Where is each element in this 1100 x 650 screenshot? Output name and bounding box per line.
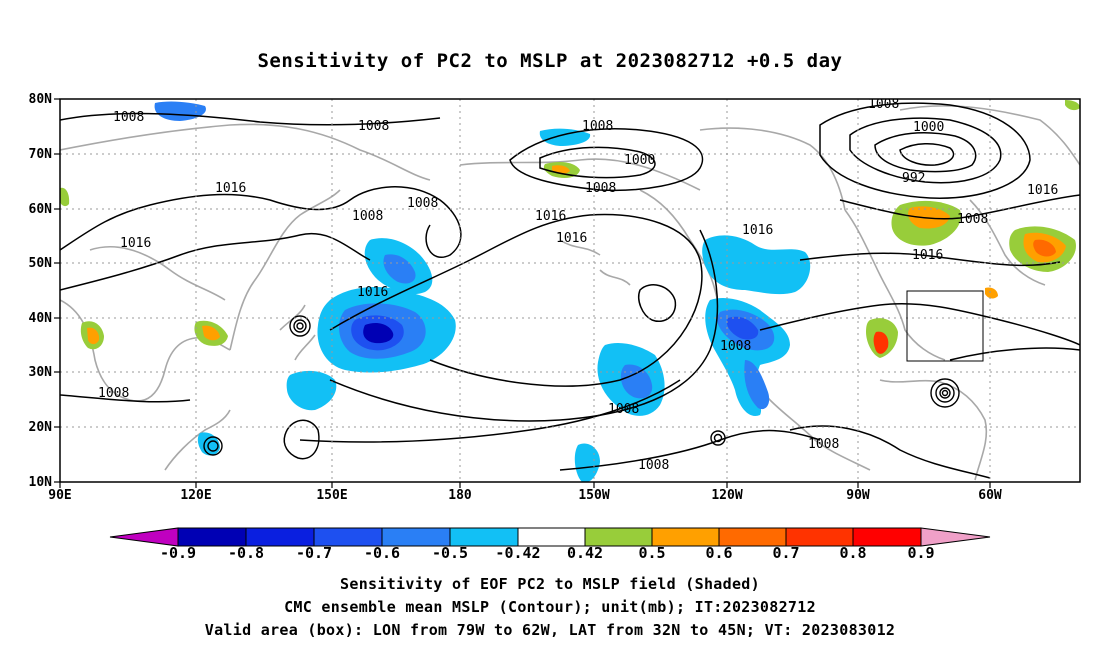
lat-label: 60N <box>28 202 52 217</box>
caption-line-2: CMC ensemble mean MSLP (Contour); unit(m… <box>284 598 816 616</box>
colorbar-label: 0.9 <box>907 544 935 562</box>
lat-label: 10N <box>28 475 52 490</box>
colorbar-label: 0.8 <box>839 544 867 562</box>
contour-label: 1016 <box>120 236 151 251</box>
colorbar-label: -0.6 <box>363 544 401 562</box>
contour-label: 1008 <box>585 181 616 196</box>
colorbar-label: -0.42 <box>495 544 541 562</box>
contour-label: 1008 <box>358 119 389 134</box>
contour-label: 1008 <box>957 212 988 227</box>
colorbar-label: 0.5 <box>638 544 666 562</box>
contour-label: 1016 <box>357 285 388 300</box>
contour-label: 1016 <box>535 209 566 224</box>
colorbar-label: -0.7 <box>295 544 333 562</box>
lon-label: 150W <box>578 488 610 503</box>
colorbar-label: 0.42 <box>566 544 604 562</box>
graticule <box>60 99 1080 482</box>
lat-label: 80N <box>28 92 52 107</box>
lat-label: 40N <box>28 311 52 326</box>
lat-label: 50N <box>28 256 52 271</box>
colorbar-label: -0.5 <box>431 544 469 562</box>
lon-label: 180 <box>448 488 472 503</box>
chart-title: Sensitivity of PC2 to MSLP at 2023082712… <box>257 50 843 72</box>
caption-line-1: Sensitivity of EOF PC2 to MSLP field (Sh… <box>340 575 760 593</box>
contour-label: 1008 <box>582 119 613 134</box>
contour-label: 1016 <box>742 223 773 238</box>
colorbar <box>109 527 991 547</box>
colorbar-label: -0.8 <box>227 544 265 562</box>
plot-frame <box>59 98 1081 483</box>
caption-line-3: Valid area (box): LON from 79W to 62W, L… <box>204 621 896 639</box>
contour-label: 1008 <box>720 339 751 354</box>
contour-label: 1008 <box>113 110 144 125</box>
colorbar-label: -0.9 <box>159 544 197 562</box>
lat-label: 20N <box>28 420 52 435</box>
contour-label: 1000 <box>624 153 655 168</box>
lon-label: 120E <box>180 488 212 503</box>
contour-label: 1008 <box>407 196 438 211</box>
lon-label: 150E <box>316 488 348 503</box>
lon-label: 60W <box>978 488 1002 503</box>
mslp-contours <box>60 102 1080 479</box>
lat-label: 30N <box>28 365 52 380</box>
contour-label: 1016 <box>1027 183 1058 198</box>
colorbar-label: 0.7 <box>772 544 800 562</box>
contour-label: 1008 <box>808 437 839 452</box>
contour-label: 1008 <box>868 97 899 112</box>
coastlines <box>60 105 1080 481</box>
lon-label: 90W <box>846 488 870 503</box>
contour-label: 1000 <box>913 120 944 135</box>
closed-low-contours <box>203 315 960 456</box>
contour-label: 1016 <box>556 231 587 246</box>
valid-area-box <box>906 290 984 362</box>
lat-label: 70N <box>28 147 52 162</box>
colorbar-label: 0.6 <box>705 544 733 562</box>
lon-label: 90E <box>48 488 72 503</box>
contour-label: 1008 <box>638 458 669 473</box>
contour-label: 992 <box>902 171 925 186</box>
contour-label: 1008 <box>608 402 639 417</box>
contour-label: 1016 <box>912 248 943 263</box>
colorbar-over-triangle <box>920 527 991 547</box>
axis-ticks <box>54 98 991 488</box>
contour-label: 1008 <box>98 386 129 401</box>
lon-label: 120W <box>711 488 743 503</box>
contour-label: 1016 <box>215 181 246 196</box>
contour-label: 1008 <box>352 209 383 224</box>
contour-labels: 1008 1008 1016 1016 1008 1008 1008 1000 … <box>98 97 1058 473</box>
sensitivity-shading <box>60 100 1080 482</box>
